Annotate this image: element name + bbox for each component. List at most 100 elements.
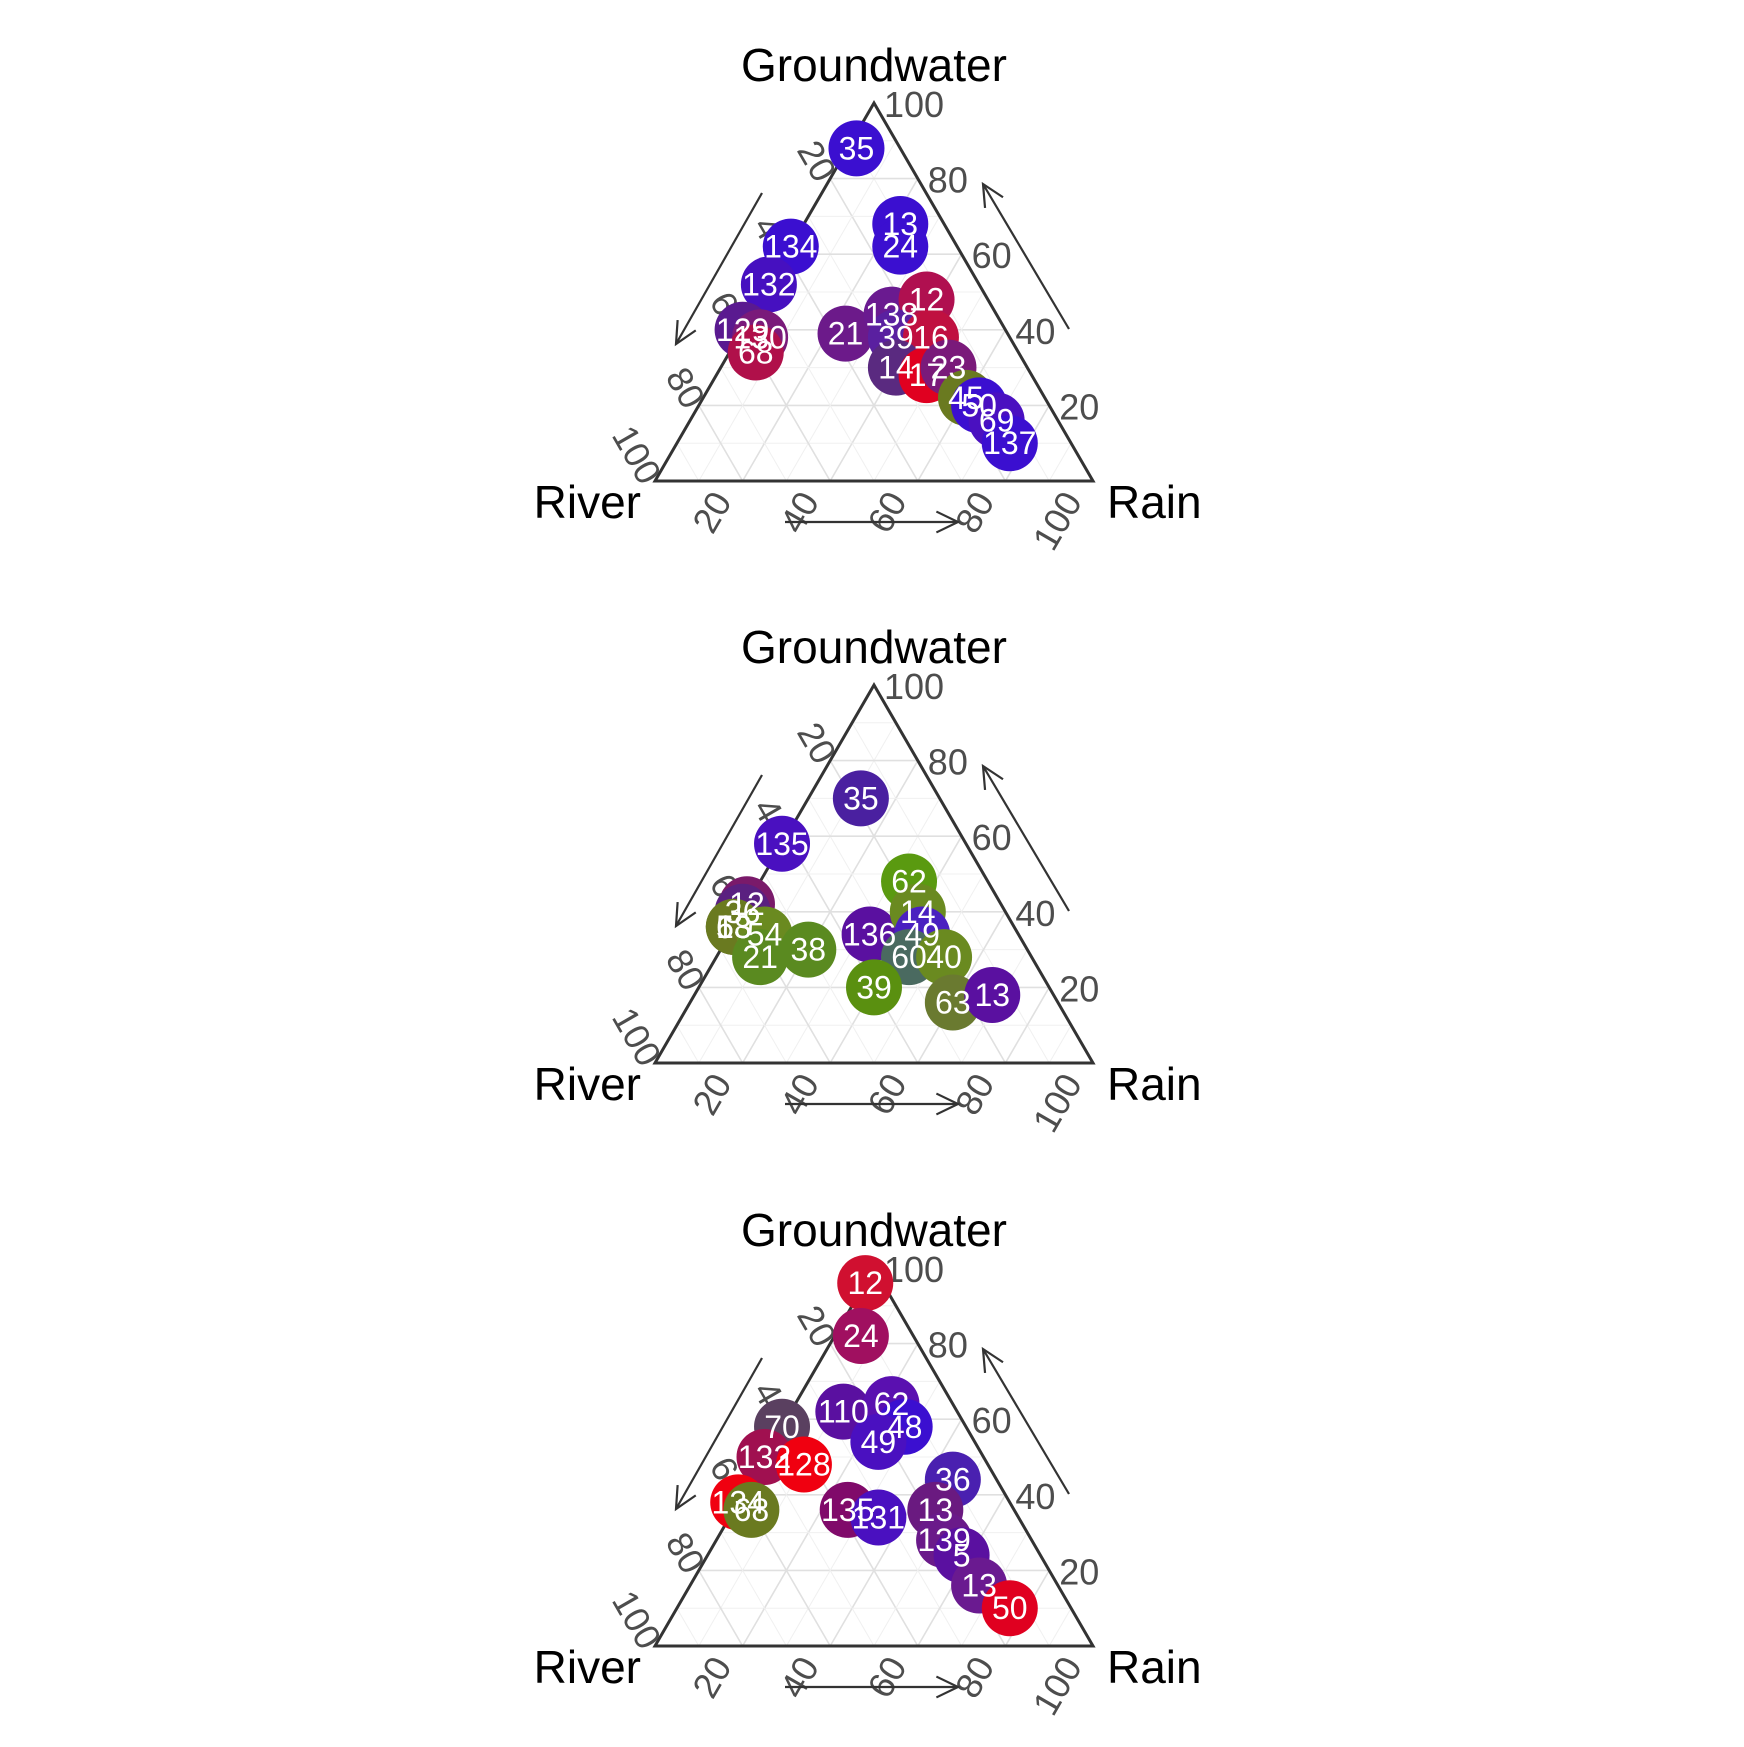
point-label: 68: [738, 334, 774, 370]
point-marker: [740, 256, 797, 313]
arrow-head: [981, 1346, 1004, 1374]
point-label: 54: [747, 916, 783, 952]
point-marker: [850, 1489, 907, 1546]
point-label: 132: [742, 266, 795, 302]
tick-label-rain: 20: [684, 485, 740, 540]
point-marker: [817, 305, 874, 362]
grid-line-river: [676, 1024, 700, 1064]
vertex-label-left: River: [534, 1641, 641, 1693]
arrow-head: [935, 1092, 961, 1116]
tick-label-groundwater: 40: [1015, 1476, 1055, 1517]
point-label: 21: [742, 939, 778, 975]
arrow-groundwater: [981, 181, 1070, 330]
point-label: 24: [882, 229, 918, 265]
point-marker: [732, 929, 789, 986]
point-label: 45: [948, 380, 984, 416]
tick-label-groundwater: 100: [884, 84, 944, 125]
point-label: 49: [861, 1424, 897, 1460]
grid-line-rain: [1048, 1024, 1072, 1064]
point-label: 21: [828, 316, 864, 352]
tick-label-rain: 80: [947, 485, 1003, 540]
point-marker: [832, 770, 889, 827]
point-label: 131: [852, 1499, 905, 1535]
arrow-rain: [785, 1092, 961, 1116]
arrow-shaft: [675, 774, 763, 927]
point-label: 12: [847, 1265, 883, 1301]
point-label: 13: [918, 1492, 954, 1528]
vertex-label-right: Rain: [1107, 1058, 1202, 1110]
tick-label-rain: 40: [772, 1650, 828, 1705]
tick-label-groundwater: 40: [1015, 893, 1055, 934]
tick-label-rain: 60: [859, 1650, 915, 1705]
point-label: 12: [909, 282, 945, 318]
point-label: 23: [931, 350, 967, 386]
tick-label-river: 80: [658, 942, 714, 997]
point-marker: [837, 1255, 894, 1312]
arrow-head: [935, 510, 961, 534]
point-marker: [850, 1413, 907, 1470]
point-label: 135: [821, 1492, 874, 1528]
arrow-groundwater: [981, 1346, 1070, 1495]
tick-label-groundwater: 80: [928, 1325, 968, 1366]
point-label: 138: [865, 297, 918, 333]
arrow-rain: [785, 1675, 961, 1699]
point-label: 40: [926, 939, 962, 975]
point-marker: [723, 1481, 780, 1538]
point-label: 17: [909, 357, 945, 393]
tick-label-rain: 100: [1024, 1067, 1090, 1140]
point-label: 13: [716, 909, 752, 945]
tick-label-river: 20: [789, 715, 845, 770]
point-label: 14: [878, 350, 914, 386]
tick-label-rain: 60: [859, 485, 915, 540]
arrow-shaft: [982, 765, 1070, 912]
arrow-groundwater: [981, 763, 1070, 912]
grid-line-rain: [1048, 1607, 1072, 1647]
point-marker: [828, 120, 885, 177]
point-label: 110: [818, 1394, 869, 1430]
ternary-panel-top: GroundwaterRiverRain20202040404060606080…: [534, 39, 1202, 557]
tick-label-groundwater: 60: [972, 817, 1012, 858]
point-label: 48: [887, 1409, 923, 1445]
point-label: 36: [935, 1462, 971, 1498]
point-label: 36: [725, 894, 761, 930]
point-label: 135: [755, 826, 808, 862]
grid-line-river: [764, 1456, 875, 1647]
grid-line-rain: [698, 140, 897, 482]
point-label: 62: [891, 864, 927, 900]
tick-label-rain: 100: [1024, 1650, 1090, 1723]
tick-label-groundwater: 20: [1059, 968, 1099, 1009]
tick-label-groundwater: 80: [928, 160, 968, 201]
point-marker: [846, 959, 902, 1016]
point-marker: [981, 1580, 1038, 1637]
point-label: 130: [733, 319, 786, 355]
arrow-head: [674, 1484, 697, 1512]
arrow-shaft: [675, 192, 763, 345]
tick-label-groundwater: 20: [1059, 386, 1099, 427]
grid-line-river: [698, 1569, 744, 1647]
point-marker: [872, 218, 929, 275]
point-label: 16: [913, 319, 949, 355]
tick-label-rain: 20: [684, 1067, 740, 1122]
tick-label-groundwater: 60: [972, 235, 1012, 276]
arrow-rain: [785, 510, 961, 534]
arrow-shaft: [982, 1348, 1070, 1495]
grid-line-river: [698, 986, 744, 1064]
grid-line-river: [720, 367, 787, 482]
point-label: 14: [900, 894, 936, 930]
tick-label-groundwater: 100: [884, 1249, 944, 1290]
point-label: 139: [917, 1522, 970, 1558]
tick-label-river: 80: [658, 1525, 714, 1580]
tick-label-groundwater: 20: [1059, 1551, 1099, 1592]
tick-label-rain: 20: [684, 1650, 740, 1705]
vertex-label-top: Groundwater: [741, 1204, 1007, 1256]
tick-label-rain: 100: [1024, 485, 1090, 558]
point-label: 132: [738, 1439, 791, 1475]
point-label: 134: [712, 1484, 765, 1520]
point-label: 35: [843, 780, 879, 816]
arrow-head: [981, 763, 1004, 791]
point-label: 38: [791, 932, 827, 968]
point-label: 69: [979, 403, 1015, 439]
arrow-shaft: [982, 183, 1070, 330]
point-label: 35: [839, 130, 875, 166]
